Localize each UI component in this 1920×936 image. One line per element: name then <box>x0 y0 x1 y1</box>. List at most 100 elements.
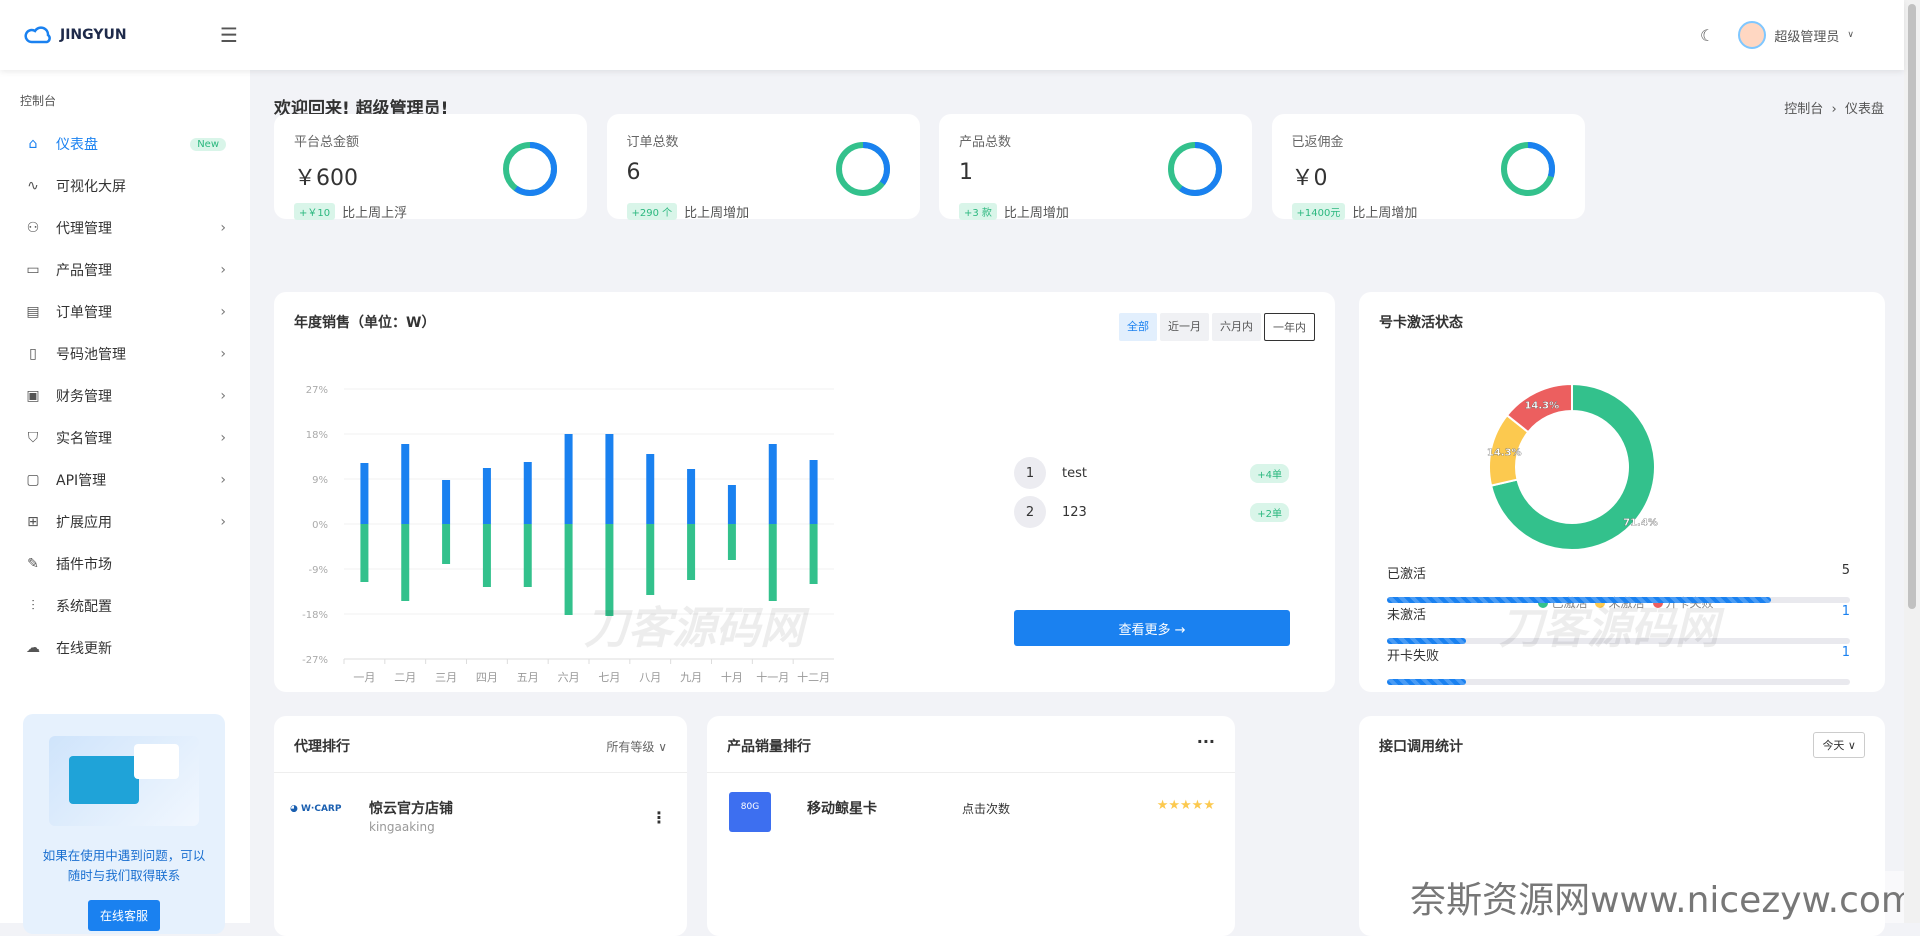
watermark: 刀客源码网 <box>1499 603 1719 654</box>
sidebar-item[interactable]: ▤ 订单管理 › <box>0 291 250 333</box>
pie-data-label: 71.4% <box>1623 517 1658 528</box>
pie-data-label: 14.3% <box>1487 448 1522 459</box>
sidebar-item-label: 产品管理 <box>56 263 112 279</box>
y-tick-label: 18% <box>306 430 328 441</box>
bar-negative[interactable] <box>482 524 491 587</box>
chevron-right-icon: › <box>220 262 226 278</box>
progress-fill <box>1387 597 1772 603</box>
sidebar-item[interactable]: ▣ 财务管理 › <box>0 375 250 417</box>
bar-positive[interactable] <box>523 462 532 524</box>
chevron-right-icon: › <box>220 430 226 446</box>
x-tick-label: 十二月 <box>797 670 830 684</box>
stat-delta: +1400元 <box>1291 203 1346 220</box>
bar-positive[interactable] <box>809 460 818 524</box>
bar-negative[interactable] <box>442 524 451 564</box>
filter-year[interactable]: 一年内 <box>1264 313 1315 341</box>
bar-positive[interactable] <box>687 469 696 524</box>
breadcrumb-home[interactable]: 控制台 <box>1784 102 1824 117</box>
sidebar-item[interactable]: ⫶ 系统配置 <box>0 585 250 627</box>
bar-positive[interactable] <box>727 485 736 524</box>
document-icon: ▤ <box>26 304 40 320</box>
bar-negative[interactable] <box>360 524 369 582</box>
dark-mode-icon[interactable]: ☾ <box>1700 25 1715 45</box>
rating-stars: ★★★★★ <box>1156 798 1215 813</box>
filter-month[interactable]: 近一月 <box>1160 313 1209 341</box>
help-card: 如果在使用中遇到问题，可以随时与我们取得联系 在线客服 <box>23 714 225 934</box>
sidebar-item-label: 仪表盘 <box>56 137 98 153</box>
online-support-button[interactable]: 在线客服 <box>87 900 160 931</box>
pie-slice[interactable] <box>1489 382 1656 551</box>
sidebar-item[interactable]: ▯ 号码池管理 › <box>0 333 250 375</box>
phone-icon: ▯ <box>29 346 37 362</box>
user-menu[interactable]: 超级管理员 ∨ <box>1738 21 1854 49</box>
bar-positive[interactable] <box>401 444 410 524</box>
bar-negative[interactable] <box>727 524 736 560</box>
stat-compare: 比上周增加 <box>1003 206 1069 221</box>
monitor-icon: ▢ <box>26 472 40 488</box>
bar-negative[interactable] <box>401 524 410 601</box>
stat-ring-chart <box>835 142 890 196</box>
activation-progress <box>1387 679 1850 685</box>
scrollbar-thumb[interactable] <box>1908 4 1916 609</box>
agent-ranking-title: 代理排行 <box>294 739 350 755</box>
watermark-bottom: 奈斯资源网www.nicezyw.com <box>1410 871 1916 923</box>
sidebar-item[interactable]: ⚇ 代理管理 › <box>0 207 250 249</box>
bar-negative[interactable] <box>564 524 573 615</box>
y-tick-label: 0% <box>312 520 328 531</box>
bar-negative[interactable] <box>687 524 696 580</box>
legend-swatch <box>1595 598 1606 608</box>
ring-fill <box>503 142 557 196</box>
sidebar-item[interactable]: ∿ 可视化大屏 <box>0 165 250 207</box>
sidebar-item-label: 订单管理 <box>56 305 112 321</box>
user-name: 超级管理员 <box>1774 29 1840 45</box>
sidebar-item[interactable]: ⛉ 实名管理 › <box>0 417 250 459</box>
bar-positive[interactable] <box>482 468 491 524</box>
x-tick-label: 九月 <box>680 671 702 684</box>
bar-positive[interactable] <box>605 434 614 524</box>
bar-positive[interactable] <box>768 444 777 524</box>
period-select[interactable]: 今天 ∨ <box>1813 732 1865 758</box>
x-tick-label: 三月 <box>435 671 457 684</box>
sidebar-item[interactable]: ☁ 在线更新 <box>0 627 250 669</box>
pie-slice[interactable] <box>1505 382 1573 434</box>
logo[interactable]: JINGYUN <box>24 26 204 44</box>
more-icon[interactable]: ··· <box>1196 732 1215 751</box>
cloud-logo-icon <box>24 26 51 44</box>
sliders-icon: ⫶ <box>31 598 35 614</box>
level-filter[interactable]: 所有等级 ∨ <box>606 740 667 754</box>
page-scrollbar[interactable] <box>1904 0 1920 923</box>
bar-positive[interactable] <box>564 434 573 524</box>
chevron-right-icon: › <box>220 304 226 320</box>
product-name: 移动鲸星卡 <box>807 801 877 817</box>
bar-positive[interactable] <box>360 463 369 524</box>
bar-positive[interactable] <box>646 454 655 524</box>
bar-negative[interactable] <box>523 524 532 587</box>
rank-name: 123 <box>1062 504 1087 520</box>
breadcrumb: 控制台 › 仪表盘 <box>1784 102 1884 117</box>
level-filter-value: 所有等级 <box>606 740 655 754</box>
menu-toggle-icon[interactable]: ☰ <box>220 23 238 47</box>
bar-negative[interactable] <box>809 524 818 584</box>
ranking-item: 1 test +4单 <box>1014 457 1289 489</box>
filter-all[interactable]: 全部 <box>1119 313 1157 341</box>
bar-negative[interactable] <box>646 524 655 595</box>
stat-label: 产品总数 <box>959 135 1012 150</box>
time-filter: 全部 近一月 六月内 一年内 <box>1119 313 1315 341</box>
bar-positive[interactable] <box>442 480 451 524</box>
view-more-button[interactable]: 查看更多 → <box>1014 610 1290 646</box>
activation-label: 开卡失败 <box>1387 649 1440 664</box>
bar-negative[interactable] <box>768 524 777 601</box>
stat-label: 已返佣金 <box>1291 135 1344 150</box>
bar-negative[interactable] <box>605 524 614 616</box>
sidebar-item[interactable]: ✎ 插件市场 <box>0 543 250 585</box>
sidebar-item[interactable]: ▭ 产品管理 › <box>0 249 250 291</box>
avatar <box>1738 21 1767 49</box>
sidebar-item[interactable]: ▢ API管理 › <box>0 459 250 501</box>
more-options-icon[interactable]: ⋮ <box>651 808 667 827</box>
agent-ranking-card: 代理排行 所有等级 ∨ ◕ W·CARP 惊云官方店铺 kingaaking ⋮ <box>274 716 687 936</box>
sidebar-item[interactable]: ⌂ 仪表盘 New <box>0 123 250 165</box>
y-tick-label: 9% <box>312 475 328 486</box>
filter-six-months[interactable]: 六月内 <box>1212 313 1261 341</box>
sidebar-item[interactable]: ⊞ 扩展应用 › <box>0 501 250 543</box>
chevron-right-icon: › <box>220 388 226 404</box>
